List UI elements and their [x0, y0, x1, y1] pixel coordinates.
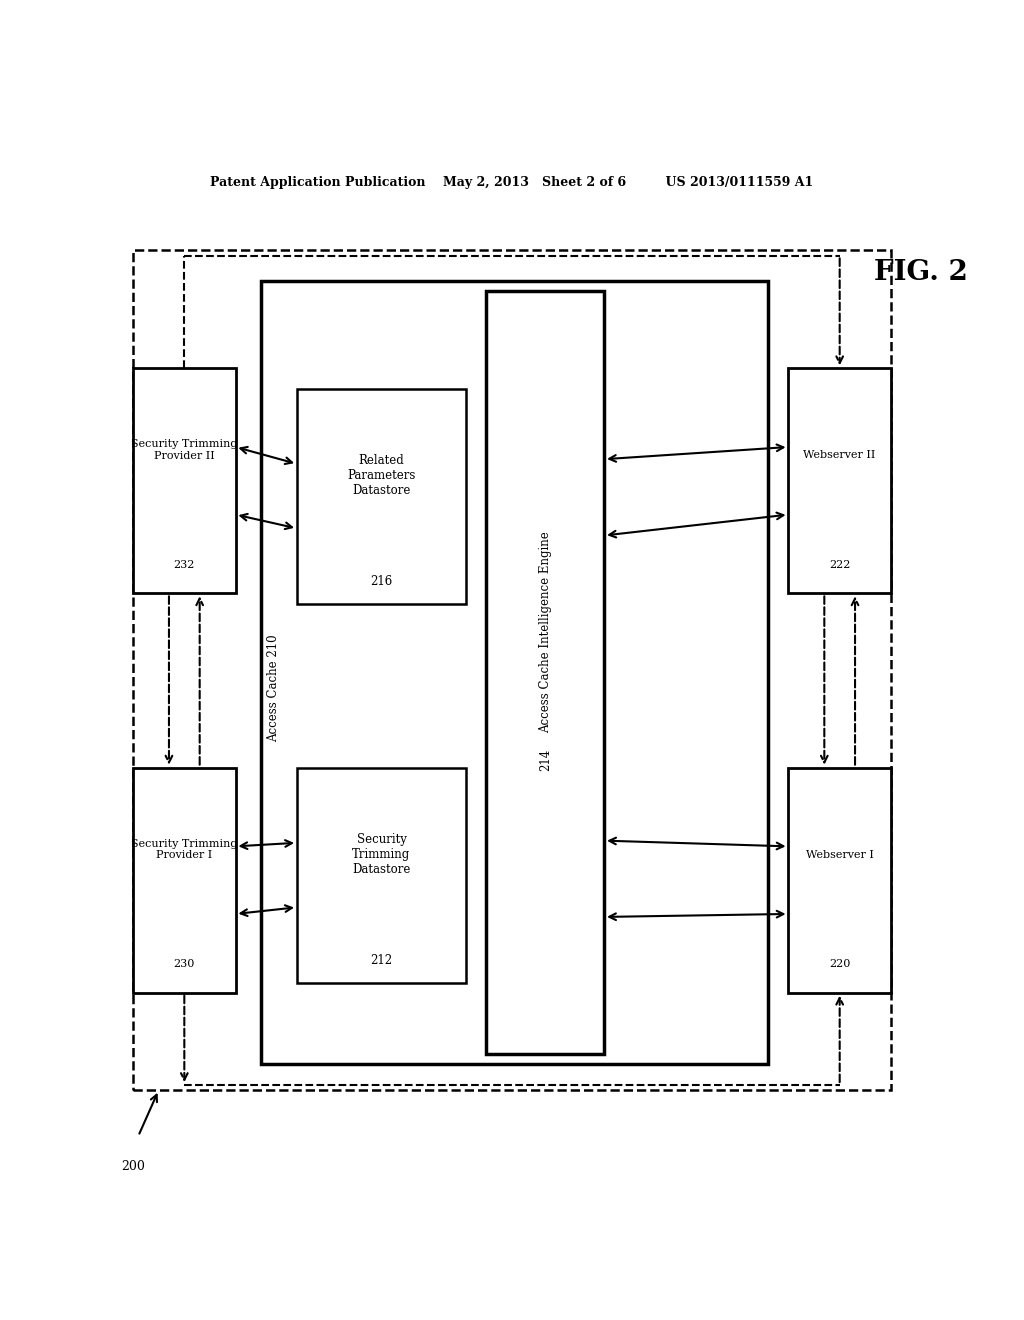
FancyBboxPatch shape — [261, 281, 768, 1064]
FancyBboxPatch shape — [133, 251, 891, 1090]
FancyBboxPatch shape — [297, 767, 466, 982]
FancyBboxPatch shape — [486, 292, 604, 1055]
Text: 214: 214 — [539, 748, 552, 771]
Text: Security Trimming
Provider I: Security Trimming Provider I — [131, 838, 238, 861]
Text: Access Cache Intelligence Engine: Access Cache Intelligence Engine — [539, 531, 552, 733]
FancyBboxPatch shape — [133, 368, 236, 594]
Text: Security
Trimming
Datastore: Security Trimming Datastore — [352, 833, 411, 876]
Text: Related
Parameters
Datastore: Related Parameters Datastore — [347, 454, 416, 498]
Text: Access Cache 210: Access Cache 210 — [267, 635, 280, 742]
Text: FIG. 2: FIG. 2 — [873, 260, 968, 286]
FancyBboxPatch shape — [788, 767, 891, 993]
Text: Webserver II: Webserver II — [804, 450, 876, 461]
FancyBboxPatch shape — [788, 368, 891, 594]
Text: Security Trimming
Provider II: Security Trimming Provider II — [131, 440, 238, 461]
FancyBboxPatch shape — [133, 767, 236, 993]
Text: Webserver I: Webserver I — [806, 850, 873, 859]
Text: 216: 216 — [371, 574, 392, 587]
Text: Patent Application Publication    May 2, 2013   Sheet 2 of 6         US 2013/011: Patent Application Publication May 2, 20… — [210, 177, 814, 189]
Text: 230: 230 — [174, 960, 195, 969]
Text: 200: 200 — [121, 1160, 145, 1173]
Text: 212: 212 — [371, 953, 392, 966]
Text: 220: 220 — [829, 960, 850, 969]
FancyBboxPatch shape — [297, 388, 466, 603]
Text: 222: 222 — [829, 560, 850, 570]
Text: 232: 232 — [174, 560, 195, 570]
